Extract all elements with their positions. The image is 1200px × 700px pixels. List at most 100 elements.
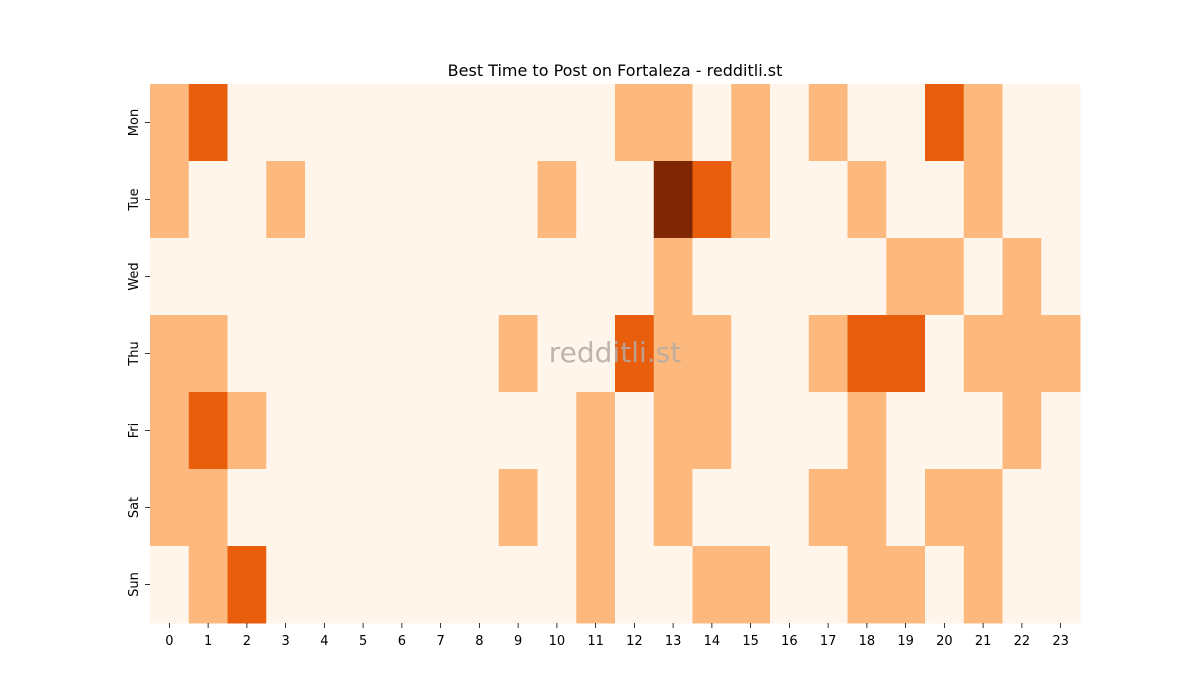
heatmap-cell (382, 546, 422, 624)
heatmap-cell (886, 315, 926, 393)
heatmap-cell (615, 315, 655, 393)
heatmap-cell (1041, 84, 1081, 162)
x-tick-label: 23 (1052, 634, 1069, 649)
heatmap-cell (227, 315, 267, 393)
heatmap-cell (460, 546, 500, 624)
heatmap-cell (653, 546, 693, 624)
x-tick-label: 0 (165, 634, 173, 649)
heatmap-cell (692, 161, 732, 239)
x-tick-label: 20 (936, 634, 953, 649)
heatmap-cell (343, 161, 383, 239)
heatmap-cell (731, 238, 771, 316)
y-axis: Mon Tue Wed Thu Fri Sat Sun (127, 109, 150, 597)
heatmap-cell (963, 84, 1003, 162)
heatmap-cell (963, 469, 1003, 547)
x-tick-label: 6 (398, 634, 406, 649)
heatmap-cell (537, 84, 577, 162)
heatmap-cell (188, 315, 228, 393)
heatmap-cell (1041, 315, 1081, 393)
heatmap-cell (1002, 161, 1042, 239)
heatmap-cell (421, 238, 461, 316)
heatmap-cell (615, 238, 655, 316)
heatmap-cell (227, 546, 267, 624)
x-tick-label: 3 (281, 634, 289, 649)
y-tick-label: Sun (127, 572, 142, 597)
heatmap-cell (266, 392, 306, 470)
heatmap-cell (692, 546, 732, 624)
heatmap-cell (963, 238, 1003, 316)
heatmap-cell (653, 161, 693, 239)
heatmap-cell (382, 392, 422, 470)
x-tick-label: 5 (359, 634, 367, 649)
heatmap-cell (537, 161, 577, 239)
heatmap-cell (576, 84, 616, 162)
heatmap-cell (227, 238, 267, 316)
heatmap-cell (731, 315, 771, 393)
heatmap-cell (963, 392, 1003, 470)
heatmap-cell (150, 238, 190, 316)
heatmap-cell (537, 392, 577, 470)
heatmap-cell (421, 315, 461, 393)
heatmap-cell (847, 392, 887, 470)
heatmap-cell (266, 84, 306, 162)
heatmap-cell (498, 161, 538, 239)
heatmap-cell (305, 546, 345, 624)
heatmap-cell (460, 161, 500, 239)
heatmap-cell (305, 161, 345, 239)
heatmap-cell (692, 315, 732, 393)
heatmap-cell (808, 392, 848, 470)
heatmap-cell (1002, 315, 1042, 393)
heatmap-cell (808, 546, 848, 624)
heatmap-cell (1041, 546, 1081, 624)
heatmap-cell (847, 469, 887, 547)
heatmap-cell (925, 469, 965, 547)
x-tick-label: 11 (587, 634, 604, 649)
heatmap-cell (460, 469, 500, 547)
y-tick-label: Tue (127, 188, 142, 211)
heatmap-cells (150, 84, 1081, 624)
heatmap-cell (227, 84, 267, 162)
heatmap-cell (343, 84, 383, 162)
heatmap-cell (925, 238, 965, 316)
heatmap-cell (770, 315, 810, 393)
heatmap-cell (305, 238, 345, 316)
heatmap-cell (925, 546, 965, 624)
heatmap-cell (227, 161, 267, 239)
heatmap-cell (305, 84, 345, 162)
heatmap-cell (421, 546, 461, 624)
heatmap-cell (460, 84, 500, 162)
heatmap-cell (653, 84, 693, 162)
heatmap-cell (653, 392, 693, 470)
heatmap-cell (886, 238, 926, 316)
heatmap-cell (847, 84, 887, 162)
heatmap-cell (537, 546, 577, 624)
heatmap-cell (808, 84, 848, 162)
heatmap-cell (925, 161, 965, 239)
heatmap-cell (576, 315, 616, 393)
heatmap-cell (692, 238, 732, 316)
heatmap-cell (343, 546, 383, 624)
x-tick-label: 4 (320, 634, 328, 649)
x-tick-label: 17 (820, 634, 837, 649)
x-tick-label: 7 (436, 634, 444, 649)
heatmap-cell (343, 315, 383, 393)
x-tick-label: 18 (859, 634, 876, 649)
heatmap-cell (343, 392, 383, 470)
heatmap-cell (886, 84, 926, 162)
heatmap-cell (382, 84, 422, 162)
heatmap-cell (537, 315, 577, 393)
heatmap-cell (188, 392, 228, 470)
heatmap-cell (731, 392, 771, 470)
heatmap-cell (266, 238, 306, 316)
heatmap-cell (615, 546, 655, 624)
heatmap-cell (576, 546, 616, 624)
heatmap-cell (615, 84, 655, 162)
heatmap-cell (343, 469, 383, 547)
heatmap-cell (188, 469, 228, 547)
heatmap-cell (382, 238, 422, 316)
heatmap-cell (770, 161, 810, 239)
chart-title: Best Time to Post on Fortaleza - redditl… (448, 61, 783, 80)
heatmap-cell (1041, 161, 1081, 239)
heatmap-cell (305, 469, 345, 547)
heatmap-cell (227, 392, 267, 470)
